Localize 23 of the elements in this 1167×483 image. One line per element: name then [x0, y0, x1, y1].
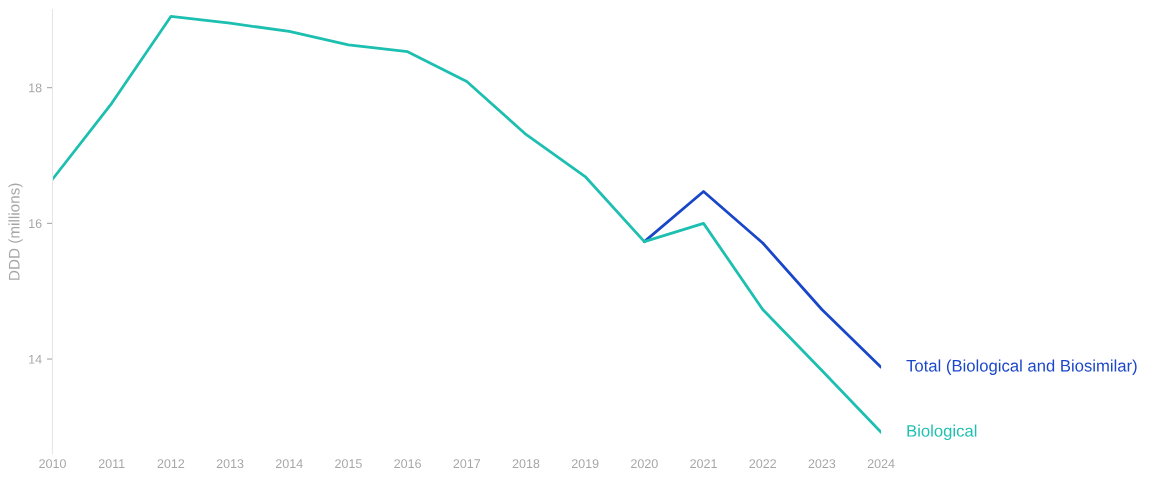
- series-label: Total (Biological and Biosimilar): [906, 359, 1137, 375]
- y-tick-label: 18: [29, 83, 42, 93]
- x-tick-label: 2016: [394, 459, 421, 469]
- y-tick-label: 16: [29, 219, 42, 229]
- line-series: [52, 15, 882, 434]
- x-tick-label: 2017: [453, 459, 481, 469]
- x-tick-label: 2015: [335, 459, 362, 469]
- line-series: [642, 190, 882, 369]
- x-tick-label: 2014: [275, 459, 303, 469]
- x-tick-label: 2024: [867, 459, 895, 469]
- x-tick-label: 2013: [216, 459, 244, 469]
- x-tick-label: 2021: [690, 459, 717, 469]
- x-tick-label: 2010: [39, 459, 66, 469]
- x-tick-label: 2011: [98, 459, 125, 469]
- x-tick-label: 2018: [512, 459, 540, 469]
- x-tick-label: 2012: [157, 459, 185, 469]
- y-axis-title: DDD (millions): [8, 183, 23, 280]
- y-tick-label: 14: [29, 354, 42, 364]
- series-label: Biological: [907, 424, 977, 441]
- x-tick-label: 2020: [631, 459, 658, 469]
- x-tick-label: 2019: [571, 459, 599, 469]
- x-tick-label: 2022: [749, 459, 776, 469]
- x-tick-label: 2023: [808, 459, 836, 469]
